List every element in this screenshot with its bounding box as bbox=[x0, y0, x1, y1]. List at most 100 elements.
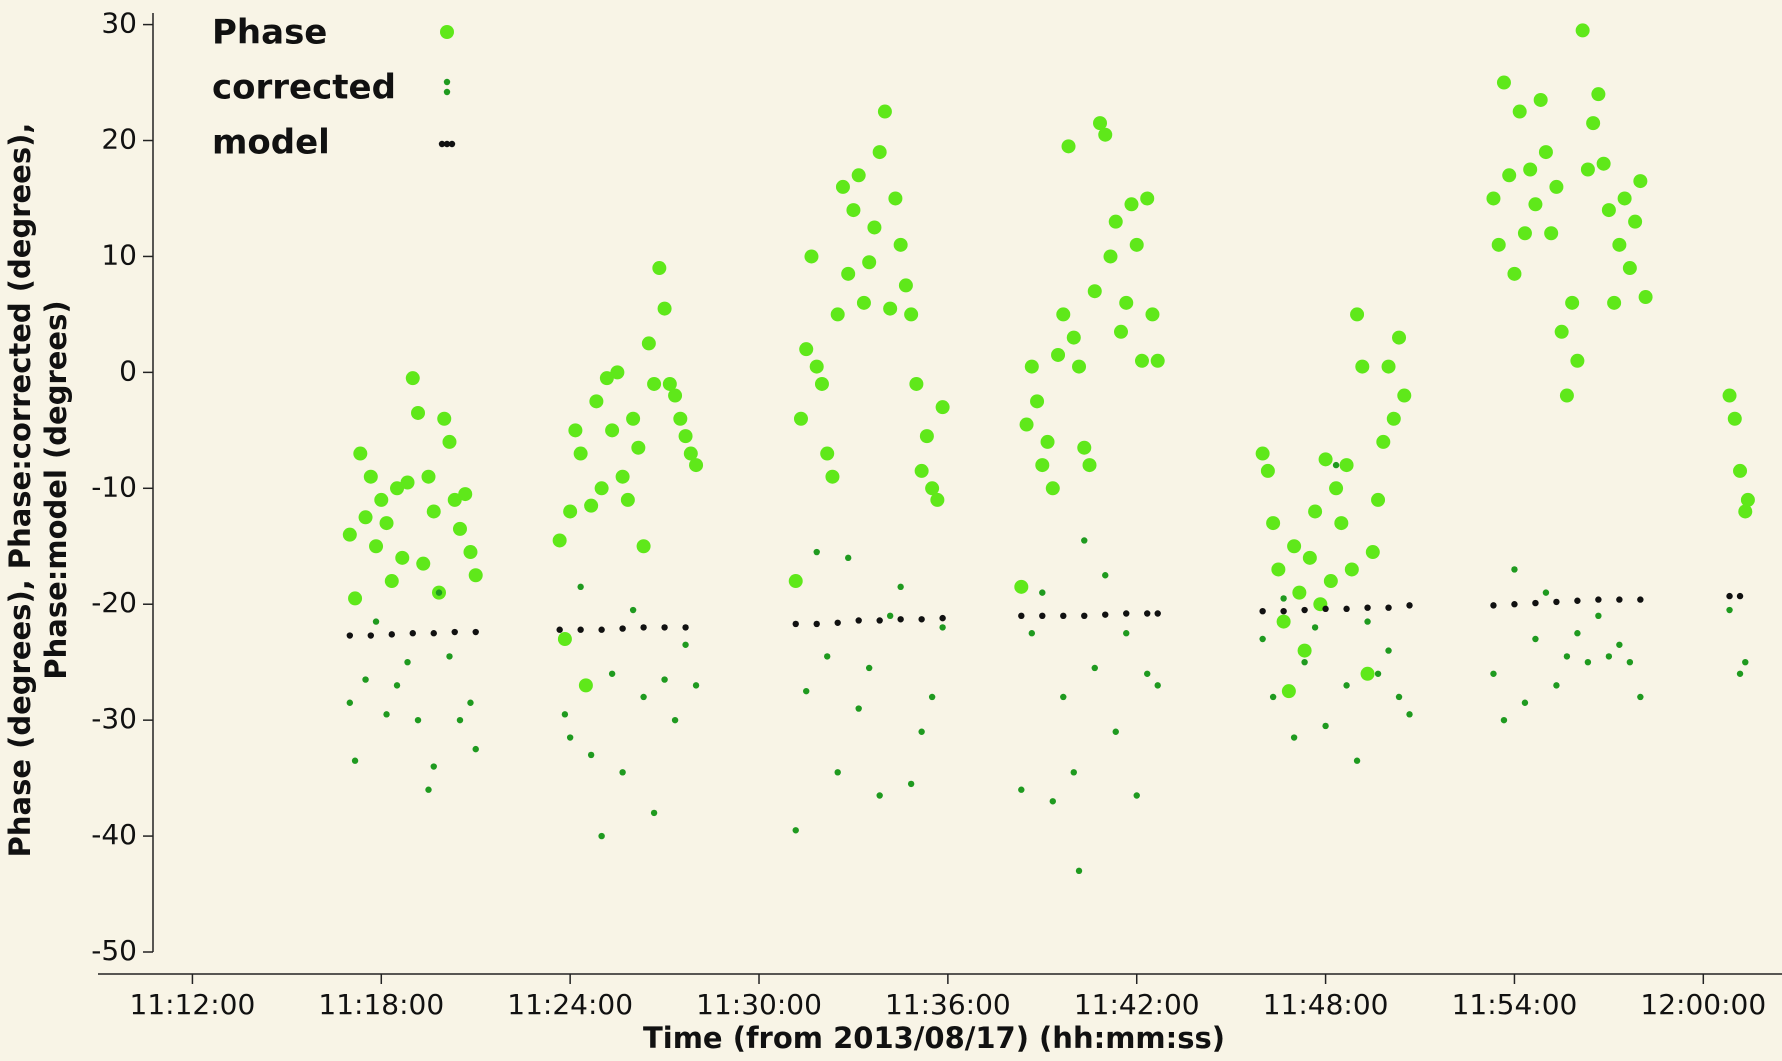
point bbox=[909, 376, 924, 391]
point bbox=[1024, 359, 1039, 374]
point bbox=[1533, 92, 1548, 107]
point bbox=[1727, 411, 1742, 426]
point bbox=[1381, 359, 1396, 374]
point bbox=[1308, 504, 1323, 519]
point bbox=[1738, 504, 1753, 519]
point bbox=[1154, 682, 1161, 689]
point bbox=[1595, 612, 1602, 620]
point bbox=[1322, 605, 1329, 613]
point bbox=[1280, 595, 1287, 602]
y-tick-label: 30 bbox=[101, 7, 137, 40]
point bbox=[1343, 682, 1350, 689]
point bbox=[594, 481, 609, 496]
point bbox=[1098, 127, 1113, 142]
point bbox=[1318, 452, 1333, 467]
point bbox=[862, 255, 877, 270]
y-tick-label: 20 bbox=[101, 123, 137, 156]
point bbox=[1039, 612, 1046, 620]
point bbox=[1490, 602, 1497, 609]
point bbox=[935, 400, 950, 415]
point bbox=[1511, 566, 1518, 573]
point bbox=[1371, 492, 1386, 507]
point bbox=[1290, 734, 1298, 741]
point bbox=[1376, 434, 1391, 449]
point bbox=[824, 653, 831, 660]
point bbox=[683, 446, 698, 461]
point bbox=[918, 728, 925, 735]
legend-marker bbox=[443, 88, 451, 96]
point bbox=[1395, 693, 1403, 701]
series bbox=[346, 461, 1749, 875]
x-tick-label: 11:42:00 bbox=[1074, 988, 1200, 1021]
point bbox=[557, 632, 572, 646]
point bbox=[578, 678, 593, 693]
point bbox=[430, 763, 437, 770]
point bbox=[1334, 516, 1349, 531]
point bbox=[1014, 579, 1029, 594]
point bbox=[1570, 353, 1585, 368]
point bbox=[348, 591, 363, 606]
point bbox=[813, 548, 820, 556]
point bbox=[1591, 87, 1606, 102]
point bbox=[400, 475, 415, 490]
point bbox=[1616, 596, 1623, 603]
point bbox=[1574, 597, 1581, 604]
point bbox=[1259, 607, 1266, 615]
point bbox=[673, 411, 688, 426]
point bbox=[1280, 607, 1287, 615]
point bbox=[589, 394, 604, 409]
point bbox=[552, 533, 567, 548]
y-axis-title: Phase (degrees), Phase:corrected (degree… bbox=[3, 123, 73, 858]
x-tick-label: 11:18:00 bbox=[318, 988, 444, 1021]
point bbox=[631, 440, 646, 455]
point bbox=[1392, 330, 1407, 345]
point bbox=[1538, 145, 1553, 160]
point bbox=[1077, 440, 1092, 455]
point bbox=[610, 365, 625, 380]
point bbox=[925, 481, 940, 496]
point bbox=[1039, 589, 1046, 596]
point bbox=[928, 693, 936, 701]
point bbox=[1628, 214, 1643, 229]
point bbox=[358, 510, 373, 525]
point bbox=[1154, 610, 1161, 617]
point bbox=[1565, 295, 1580, 310]
y-axis-title-line: Phase (degrees), Phase:corrected (degree… bbox=[3, 123, 37, 858]
point bbox=[404, 658, 411, 666]
point bbox=[1087, 284, 1102, 299]
y-tick-label: -50 bbox=[91, 934, 137, 967]
point bbox=[598, 626, 605, 633]
series bbox=[346, 592, 1744, 639]
point bbox=[393, 682, 401, 689]
point bbox=[1549, 179, 1564, 194]
point bbox=[867, 220, 882, 235]
point bbox=[1364, 604, 1371, 611]
point bbox=[820, 446, 835, 461]
point bbox=[1542, 589, 1550, 596]
point bbox=[372, 618, 380, 625]
point bbox=[1517, 226, 1532, 241]
point bbox=[1287, 539, 1302, 554]
point bbox=[1633, 174, 1648, 189]
point bbox=[1353, 757, 1361, 764]
point bbox=[1528, 197, 1543, 212]
point bbox=[1637, 693, 1644, 701]
point bbox=[1091, 664, 1098, 672]
point bbox=[1081, 537, 1088, 544]
point bbox=[346, 632, 354, 639]
point bbox=[584, 498, 599, 513]
point bbox=[788, 574, 803, 589]
point bbox=[825, 469, 840, 484]
x-tick-label: 11:36:00 bbox=[885, 988, 1011, 1021]
point bbox=[566, 734, 574, 741]
point bbox=[855, 705, 862, 712]
point bbox=[346, 699, 354, 706]
point bbox=[608, 670, 616, 677]
point bbox=[1113, 324, 1128, 339]
point bbox=[689, 458, 704, 473]
point bbox=[907, 780, 915, 788]
point bbox=[1575, 23, 1590, 38]
point bbox=[1103, 249, 1118, 264]
point bbox=[1500, 716, 1508, 724]
